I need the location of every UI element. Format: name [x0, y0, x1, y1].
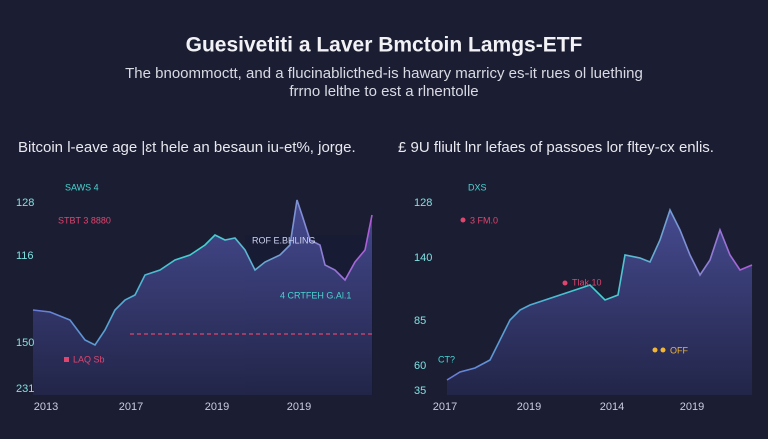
- y-label: 140: [414, 252, 432, 264]
- x-label: 2013: [34, 401, 58, 413]
- annotation: ROF E.BHLING: [252, 235, 316, 245]
- area: [447, 210, 752, 395]
- annotation: STBT 3 8880: [58, 215, 111, 225]
- marker: [460, 217, 466, 223]
- panel-title: Bitcoin l-eave age |ɛt hele an besaun iu…: [18, 139, 356, 156]
- line: [32, 199, 373, 347]
- annotation: SAWS 4: [65, 182, 99, 192]
- y-label: 231: [16, 383, 34, 395]
- annotation: 4 CRTFEH G.Al.1: [280, 290, 351, 300]
- y-label: 85: [414, 315, 426, 327]
- annotation: OFF: [670, 345, 688, 355]
- line: [446, 207, 753, 381]
- left-panel: Bitcoin l-eave age |ɛt hele an besaun iu…: [16, 139, 373, 413]
- title: Guesivetiti a Laver Bmctoin Lamgs-ETF: [186, 34, 583, 57]
- y-label: 128: [16, 197, 34, 209]
- subtitle: The bnoommoctt, and a flucinablicthed-is…: [125, 65, 643, 82]
- marker: [652, 347, 658, 353]
- annotation: 3 FM.0: [470, 215, 498, 225]
- x-label: 2019: [680, 401, 704, 413]
- y-label: 35: [414, 385, 426, 397]
- marker: [660, 347, 666, 353]
- annotation: CT?: [438, 354, 455, 364]
- marker: [64, 357, 69, 362]
- right-panel: £ 9U fliult lnr lefaes of passoes lor fl…: [398, 139, 753, 413]
- y-label: 128: [414, 197, 432, 209]
- y-label: 60: [414, 360, 426, 372]
- panel-title: £ 9U fliult lnr lefaes of passoes lor fl…: [398, 139, 714, 156]
- y-label: 150: [16, 337, 34, 349]
- annotation: Tlak 10: [572, 277, 602, 287]
- subtitle: frrno lelthe to est a rlnentolle: [289, 83, 478, 100]
- x-label: 2017: [433, 401, 457, 413]
- x-label: 2019: [287, 401, 311, 413]
- x-label: 2017: [119, 401, 143, 413]
- y-label: 116: [16, 250, 34, 262]
- annotation: DXS: [468, 182, 487, 192]
- annotation: LAQ Sb: [73, 354, 105, 364]
- marker: [562, 280, 568, 286]
- x-label: 2019: [517, 401, 541, 413]
- x-label: 2019: [205, 401, 229, 413]
- x-label: 2014: [600, 401, 624, 413]
